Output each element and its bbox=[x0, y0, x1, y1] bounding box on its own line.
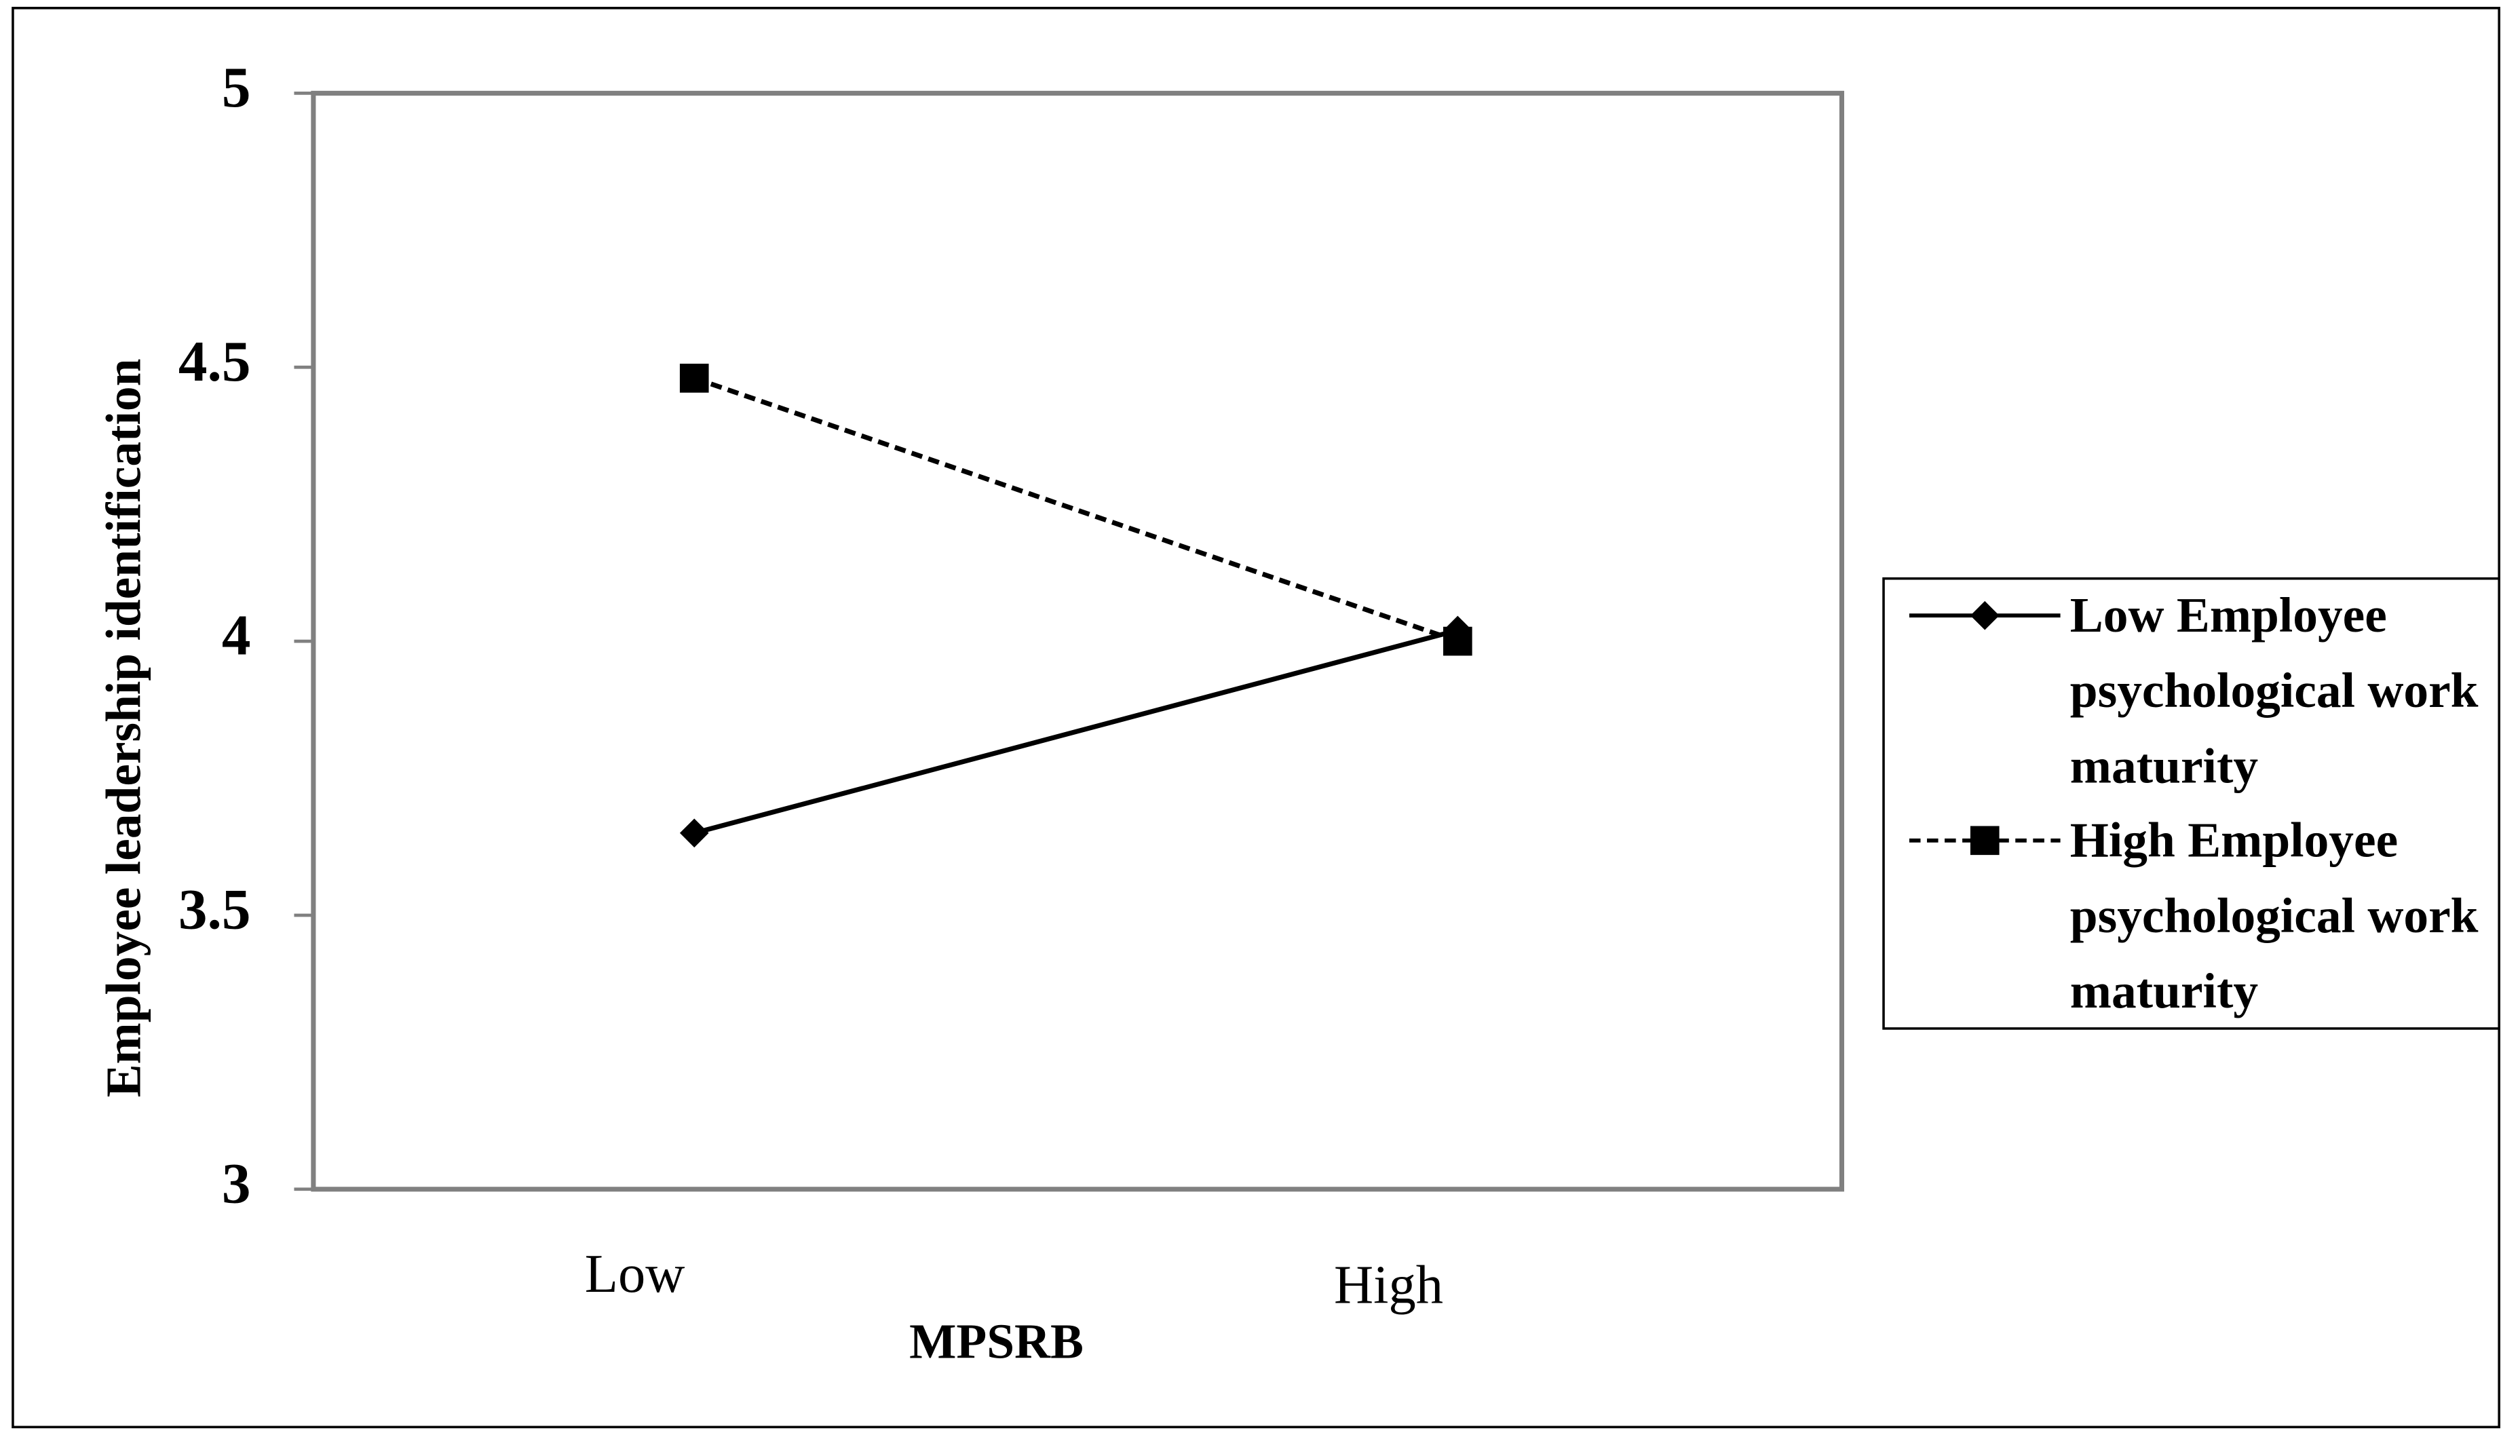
data-point bbox=[1443, 626, 1472, 656]
y-tick-label: 4 bbox=[222, 604, 251, 668]
y-tick-label: 3 bbox=[222, 1151, 251, 1215]
data-point bbox=[679, 364, 709, 393]
y-tick-label: 5 bbox=[222, 56, 251, 119]
y-tick-label: 4.5 bbox=[178, 330, 251, 394]
legend-box bbox=[1882, 577, 2500, 1030]
legend-label: Low Employee psychological work maturity bbox=[2069, 586, 2479, 794]
y-tick-label: 3.5 bbox=[178, 878, 251, 942]
legend-entry: High Employee psychological work maturit… bbox=[2069, 811, 2479, 1019]
series-line bbox=[693, 376, 1459, 644]
data-point bbox=[679, 818, 709, 848]
legend-marker bbox=[1970, 826, 2000, 856]
x-axis-label: MPSRB bbox=[909, 1314, 1084, 1369]
legend-entry: Low Employee psychological work maturity bbox=[2069, 586, 2479, 794]
y-axis-label: Employee leadership identification bbox=[96, 359, 151, 1098]
x-tick-label: Low bbox=[585, 1244, 685, 1304]
x-tick-label: High bbox=[1334, 1255, 1443, 1316]
legend-label: High Employee psychological work maturit… bbox=[2069, 811, 2479, 1019]
series-line bbox=[693, 628, 1459, 836]
